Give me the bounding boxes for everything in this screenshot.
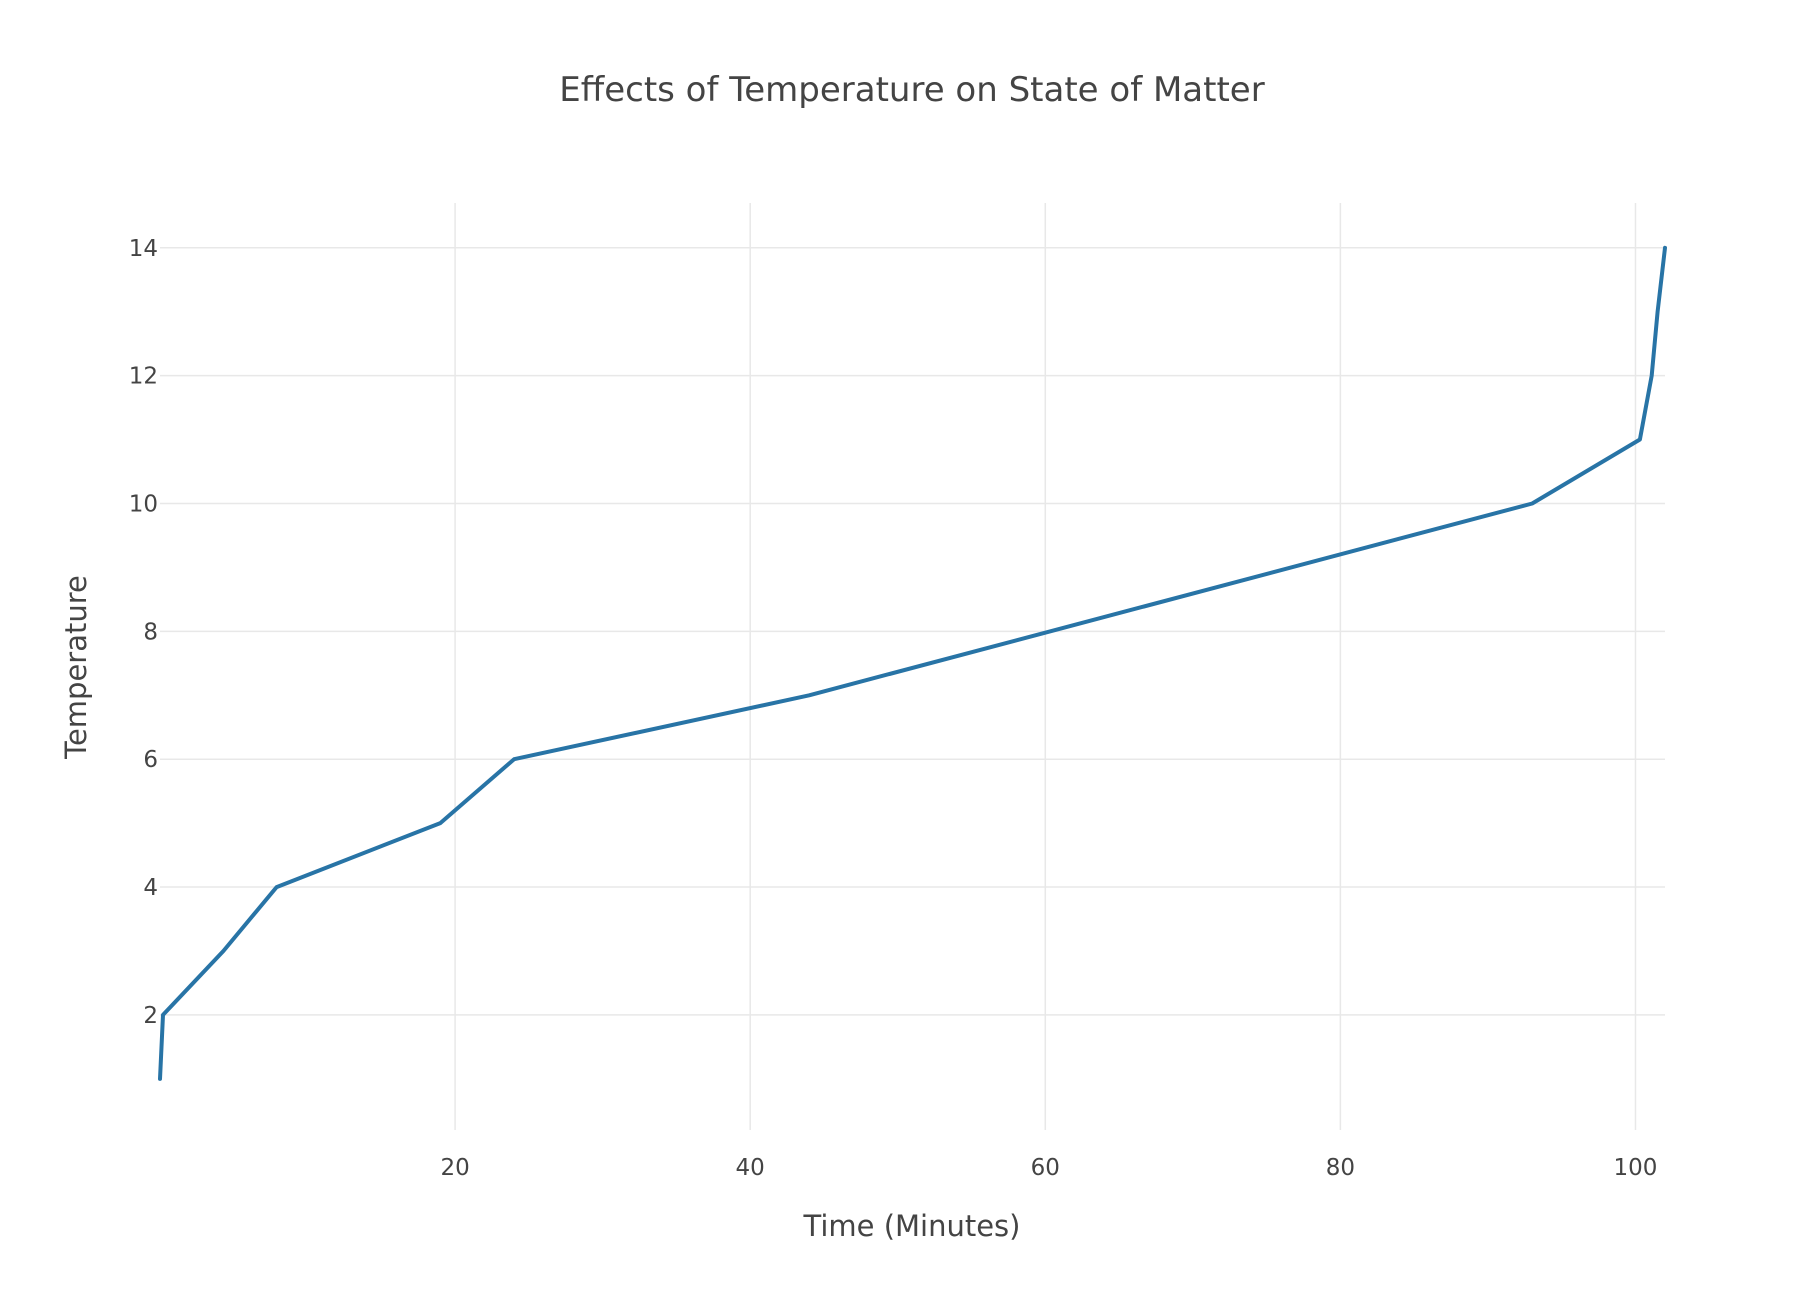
y-tick-label: 2: [143, 1003, 158, 1029]
x-axis-title: Time (Minutes): [803, 1209, 1021, 1243]
y-tick-label: 10: [129, 491, 158, 517]
y-tick-label: 8: [143, 619, 158, 645]
series-line: [158, 245, 1667, 1081]
x-tick-label: 100: [1614, 1155, 1658, 1181]
x-tick-label: 40: [736, 1155, 765, 1181]
series-layer: [158, 245, 1667, 1081]
chart-title: Effects of Temperature on State of Matte…: [559, 70, 1264, 110]
y-axis-title: Temperature: [59, 575, 93, 760]
y-tick-label: 12: [129, 364, 158, 390]
y-tick-label: 14: [129, 236, 158, 262]
y-tick-label: 4: [143, 875, 158, 901]
x-tick-label: 80: [1326, 1155, 1355, 1181]
x-tick-label: 60: [1031, 1155, 1060, 1181]
gridlines: [160, 203, 1665, 1130]
y-tick-label: 6: [143, 747, 158, 773]
x-tick-label: 20: [440, 1155, 469, 1181]
tick-labels: 20 40 60 80 100 2 4 6 8 10 12 14: [129, 236, 1658, 1181]
